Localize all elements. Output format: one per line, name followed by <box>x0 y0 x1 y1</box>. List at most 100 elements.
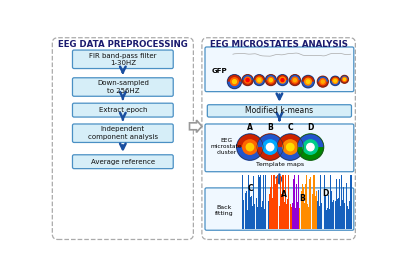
Bar <box>332 203 333 229</box>
Bar <box>275 184 276 229</box>
Text: B: B <box>299 193 305 203</box>
Bar <box>264 209 265 229</box>
Bar <box>256 198 257 229</box>
Text: D: D <box>307 123 314 132</box>
FancyBboxPatch shape <box>72 103 173 117</box>
Bar <box>339 179 340 229</box>
Bar <box>259 177 260 229</box>
Circle shape <box>307 144 314 151</box>
Bar <box>336 179 337 229</box>
Wedge shape <box>257 134 283 147</box>
Bar <box>287 198 288 229</box>
Bar <box>318 190 319 229</box>
Bar <box>338 198 339 229</box>
Bar <box>250 197 251 229</box>
Circle shape <box>334 79 336 82</box>
Bar <box>325 195 326 229</box>
Text: EEG MICROSTATES ANALYSIS: EEG MICROSTATES ANALYSIS <box>210 40 348 49</box>
Bar <box>320 175 321 229</box>
Bar <box>341 175 342 229</box>
Bar <box>243 200 244 229</box>
Wedge shape <box>277 134 304 147</box>
FancyBboxPatch shape <box>72 50 173 68</box>
Wedge shape <box>254 75 265 80</box>
Bar <box>348 209 349 229</box>
Bar <box>304 203 305 229</box>
Bar <box>329 209 330 229</box>
FancyBboxPatch shape <box>205 188 354 230</box>
Bar <box>305 184 306 229</box>
Bar <box>248 175 249 229</box>
Text: A: A <box>247 123 253 132</box>
Text: Extract epoch: Extract epoch <box>99 107 147 113</box>
Circle shape <box>246 79 249 82</box>
Bar <box>255 205 256 229</box>
Bar <box>322 177 324 229</box>
Bar <box>286 204 287 229</box>
Bar <box>283 175 284 229</box>
Bar <box>299 208 300 229</box>
Bar <box>306 175 307 229</box>
Circle shape <box>330 76 340 86</box>
Bar <box>251 196 252 229</box>
Bar <box>252 206 253 229</box>
Bar <box>274 175 275 229</box>
Text: EEG
microstate
cluster: EEG microstate cluster <box>211 138 242 155</box>
Circle shape <box>342 77 347 81</box>
Bar <box>337 199 338 229</box>
Wedge shape <box>330 76 340 81</box>
Text: FIR band-pass filter
1-30HZ: FIR band-pass filter 1-30HZ <box>89 52 157 66</box>
Circle shape <box>257 134 283 160</box>
Bar <box>331 191 332 229</box>
Circle shape <box>302 75 314 88</box>
Circle shape <box>258 79 261 82</box>
Bar <box>343 187 344 229</box>
FancyBboxPatch shape <box>72 124 173 142</box>
Bar <box>272 198 273 229</box>
Bar <box>268 201 269 229</box>
Bar <box>319 206 320 229</box>
Bar <box>247 210 248 229</box>
Bar <box>298 175 299 229</box>
Bar <box>308 208 309 229</box>
Bar <box>270 187 271 229</box>
Text: C: C <box>247 184 253 193</box>
Bar <box>350 175 351 229</box>
Wedge shape <box>266 75 276 80</box>
Circle shape <box>277 75 288 86</box>
Text: Template maps: Template maps <box>256 162 304 167</box>
Bar <box>326 209 327 229</box>
FancyBboxPatch shape <box>205 47 354 92</box>
Bar <box>281 193 282 229</box>
Circle shape <box>333 78 338 83</box>
Circle shape <box>245 77 251 83</box>
Bar <box>280 176 281 229</box>
Circle shape <box>246 144 254 151</box>
Bar <box>242 175 243 229</box>
Wedge shape <box>302 75 314 82</box>
Bar <box>349 201 350 229</box>
Wedge shape <box>290 75 300 80</box>
Bar <box>244 201 245 229</box>
Circle shape <box>320 79 326 85</box>
Bar <box>307 204 308 229</box>
Circle shape <box>293 79 296 82</box>
Bar <box>246 191 247 229</box>
Text: D: D <box>322 189 328 198</box>
Circle shape <box>237 134 263 160</box>
Bar <box>302 184 303 229</box>
Bar <box>346 183 347 229</box>
Bar <box>253 176 254 229</box>
Bar <box>309 179 310 229</box>
Wedge shape <box>341 75 348 79</box>
Text: Average reference: Average reference <box>91 159 155 165</box>
Circle shape <box>303 140 318 154</box>
Circle shape <box>277 134 304 160</box>
Bar <box>261 206 262 229</box>
Wedge shape <box>242 75 253 80</box>
Bar <box>303 187 304 229</box>
Bar <box>290 205 291 229</box>
Bar <box>284 201 285 229</box>
FancyBboxPatch shape <box>72 155 173 169</box>
Bar <box>327 208 328 229</box>
